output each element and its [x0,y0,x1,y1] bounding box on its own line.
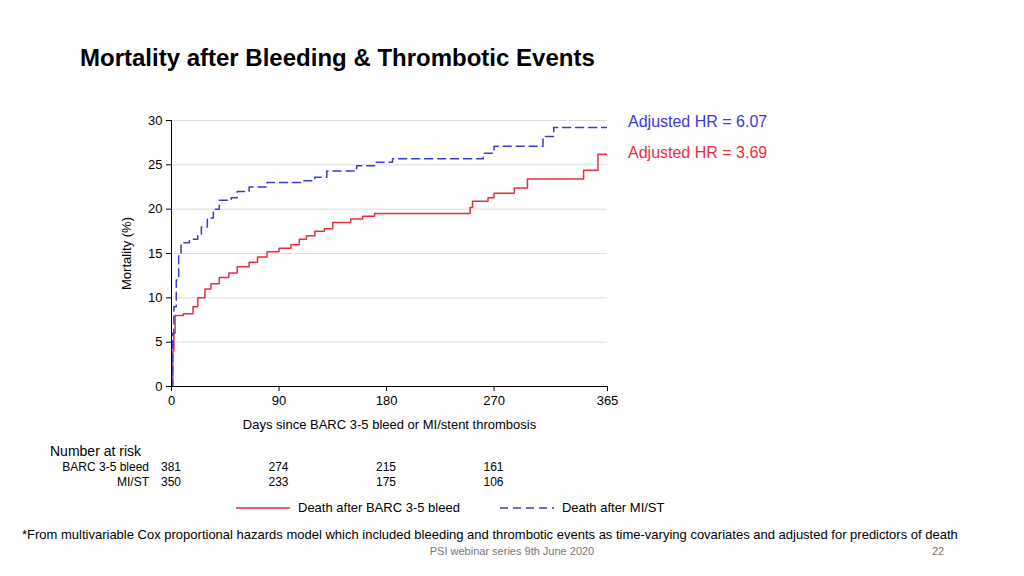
svg-text:Mortality (%): Mortality (%) [119,217,134,290]
html-text:381: 381 [161,460,181,474]
svg-text:15: 15 [148,246,162,261]
html-text:274: 274 [268,460,289,474]
html-text:MI/ST: MI/ST [117,475,149,489]
svg-text:5: 5 [155,334,162,349]
svg-text:30: 30 [148,113,162,128]
html-text:22: 22 [932,545,945,557]
svg-text:0: 0 [155,379,162,394]
html-text:Death after BARC 3-5 bleed: Death after BARC 3-5 bleed [298,500,460,515]
html-text:Number at risk: Number at risk [50,443,141,459]
html-text:*From multivariable Cox propor: *From multivariable Cox proportional haz… [22,527,958,542]
html-text:106: 106 [483,475,504,489]
html-text:Mortality after Bleeding & Thr: Mortality after Bleeding & Thrombotic Ev… [80,44,595,71]
svg-text:25: 25 [148,157,162,172]
svg-text:10: 10 [148,290,162,305]
html-text:215: 215 [376,460,396,474]
html-text:233: 233 [268,475,289,489]
svg-text:Days since BARC 3-5 bleed or M: Days since BARC 3-5 bleed or MI/stent th… [243,417,537,432]
html-text:350: 350 [161,475,181,489]
html-text:PSI webinar series 9th June 20: PSI webinar series 9th June 2020 [429,545,595,557]
svg-text:180: 180 [376,393,398,408]
svg-text:0: 0 [168,393,175,408]
svg-text:270: 270 [483,393,505,408]
html-text:Death after MI/ST: Death after MI/ST [561,500,665,515]
html-text:Adjusted HR = 3.69: Adjusted HR = 3.69 [628,144,768,161]
html-text:Adjusted HR = 6.07: Adjusted HR = 6.07 [628,113,768,130]
html-text:175: 175 [376,475,396,489]
svg-text:20: 20 [148,201,162,216]
svg-text:90: 90 [272,393,286,408]
html-text:BARC 3-5 bleed: BARC 3-5 bleed [62,460,149,474]
html-text:161: 161 [483,460,504,474]
svg-text:365: 365 [597,393,619,408]
